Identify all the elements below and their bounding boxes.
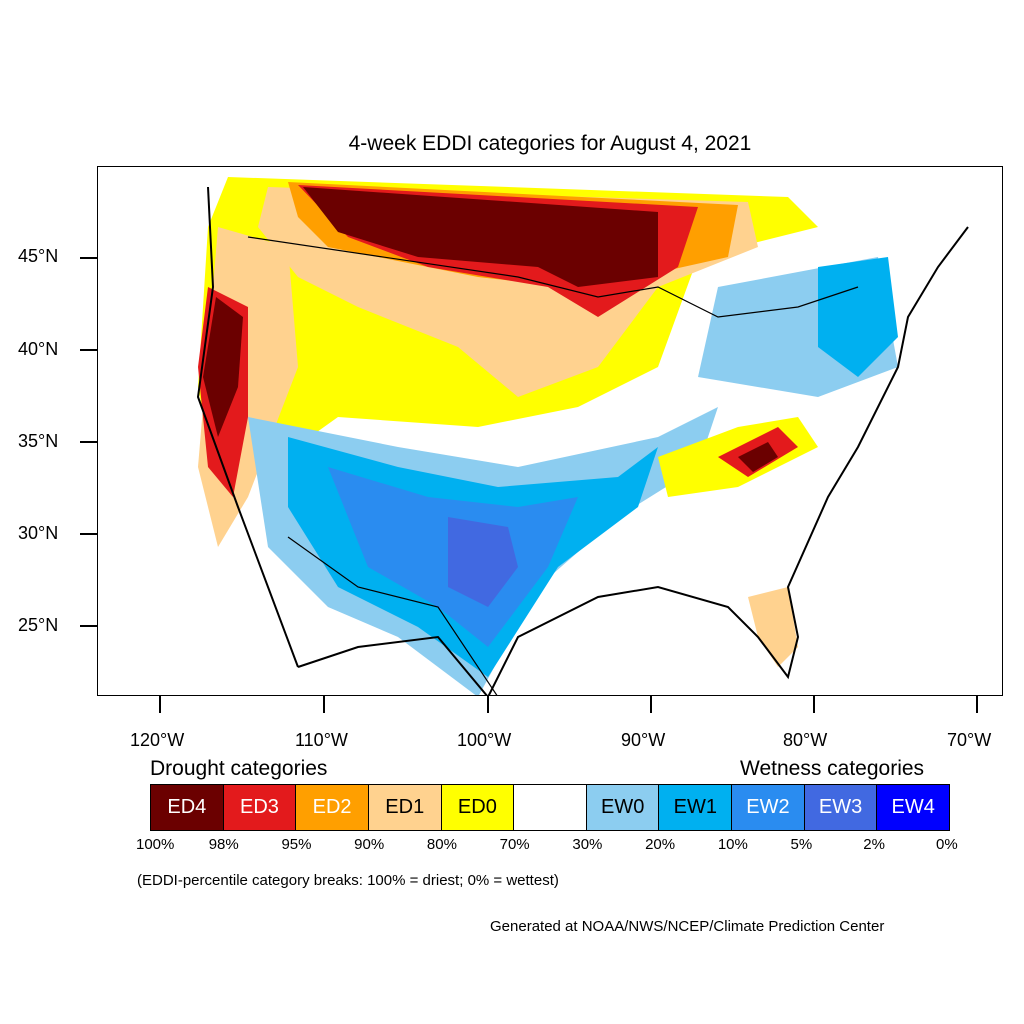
percent-break-label: 95%	[281, 836, 312, 853]
region-ew1-northeast	[818, 257, 898, 377]
lon-tick	[976, 696, 978, 713]
lon-label-100: 100°W	[457, 730, 512, 750]
percent-break-label: 30%	[572, 836, 603, 853]
legend-swatch-ew2: EW2	[732, 785, 805, 830]
canada-border	[247, 236, 859, 318]
legend-swatch-ed3: ED3	[223, 785, 297, 830]
lat-tick	[80, 349, 97, 351]
credit-text: Generated at NOAA/NWS/NCEP/Climate Predi…	[490, 918, 885, 935]
percent-break-label: 70%	[499, 836, 530, 853]
lat-tick	[80, 533, 97, 535]
legend-swatch-neutral	[514, 785, 587, 830]
legend-swatch-ed1: ED1	[368, 785, 442, 830]
lon-label-70: 70°W	[947, 730, 992, 750]
lat-label-35: 35°N	[18, 431, 59, 451]
lon-label-110: 110°W	[295, 730, 348, 750]
map-title: 4-week EDDI categories for August 4, 202…	[348, 132, 752, 155]
legend-swatch-ew1: EW1	[659, 785, 733, 830]
percent-break-label: 80%	[426, 836, 457, 853]
coastline	[196, 186, 969, 695]
region-ed4-north	[303, 187, 658, 287]
lat-label-30: 30°N	[18, 523, 59, 543]
percent-break-label: 2%	[863, 836, 885, 853]
lon-label-80: 80°W	[783, 730, 828, 750]
lat-tick	[80, 441, 97, 443]
mexico-border	[287, 536, 498, 695]
region-ed1-florida	[748, 587, 798, 667]
percent-break-label: 90%	[354, 836, 385, 853]
lon-tick	[650, 696, 652, 713]
percent-break-label: 5%	[790, 836, 813, 853]
legend-colorbar: ED4 ED3 ED2 ED1 ED0 EW0 EW1 EW2 EW3 EW4	[150, 784, 950, 831]
legend-swatch-ew0: EW0	[586, 785, 660, 830]
drought-heading: Drought categories	[150, 757, 328, 780]
legend-swatch-ed2: ED2	[296, 785, 369, 830]
percent-break-label: 98%	[208, 836, 239, 853]
lat-label-25: 25°N	[18, 615, 59, 635]
lon-tick	[813, 696, 815, 713]
legend-swatch-ew4: EW4	[877, 785, 950, 830]
lat-tick	[80, 625, 97, 627]
region-ew3-south	[448, 517, 518, 607]
lon-tick	[159, 696, 161, 713]
percent-break-label: 100%	[136, 836, 175, 853]
lat-tick	[80, 257, 97, 259]
legend-swatch-ed4: ED4	[151, 785, 224, 830]
percent-break-label: 0%	[936, 836, 958, 853]
region-ed4-westcoast	[203, 297, 243, 437]
eddi-map	[196, 177, 969, 695]
legend-swatch-ew3: EW3	[804, 785, 878, 830]
lon-tick	[487, 696, 489, 713]
lon-label-120: 120°W	[130, 730, 185, 750]
lat-label-45: 45°N	[18, 246, 59, 266]
wetness-heading: Wetness categories	[740, 757, 925, 780]
lat-label-40: 40°N	[18, 339, 59, 359]
region-ed4-southeast	[738, 442, 778, 472]
percent-break-label: 10%	[717, 836, 748, 853]
category-note: (EDDI-percentile category breaks: 100% =…	[137, 872, 559, 889]
map-panel	[97, 166, 1003, 696]
percent-break-label: 20%	[645, 836, 676, 853]
lon-tick	[323, 696, 325, 713]
legend-swatch-ed0: ED0	[441, 785, 515, 830]
lon-label-90: 90°W	[621, 730, 666, 750]
